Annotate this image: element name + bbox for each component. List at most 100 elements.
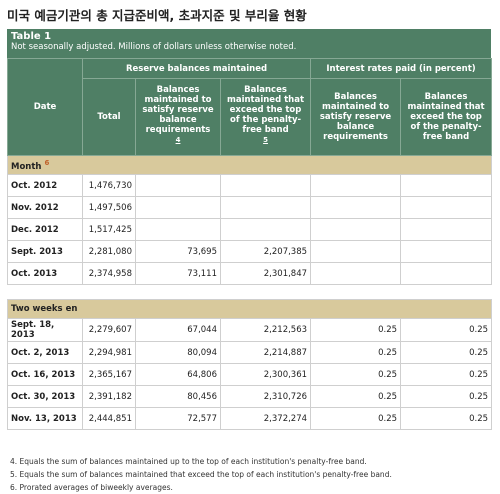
column-header: Balances maintained to satisfy reserve b…: [135, 78, 221, 156]
value-cell: 2,279,607: [82, 318, 136, 342]
data-row: Oct. 2012 1,476,730: [7, 174, 493, 197]
value-cell: [310, 218, 402, 241]
column-header: Total: [82, 78, 136, 156]
value-cell: 2,294,981: [82, 341, 136, 364]
value-cell: 2,281,080: [82, 240, 136, 263]
data-row: Oct. 2, 2013 2,294,981 80,094 2,214,887 0.25…: [7, 341, 493, 364]
group-header: Interest rates paid (in percent): [310, 58, 493, 79]
column-label: Total: [97, 112, 121, 122]
value-cell: 73,695: [135, 240, 221, 263]
value-cell: 0.25: [310, 363, 402, 386]
value-cell: 64,806: [135, 363, 221, 386]
date-cell: Oct. 2, 2013: [7, 341, 83, 364]
spacer: [7, 284, 492, 300]
date-cell: Oct. 2013: [7, 262, 83, 285]
table-name: Table 1: [11, 31, 52, 42]
section-name: Two weeks en: [11, 304, 78, 314]
value-cell: 2,372,274: [219, 407, 312, 430]
table-note: Not seasonally adjusted. Millions of dol…: [11, 42, 297, 52]
footnote-ref: 5: [263, 136, 268, 145]
table-caption: Table 1 Not seasonally adjusted. Million…: [7, 29, 491, 59]
date-cell: Nov. 13, 2013: [7, 407, 83, 430]
date-cell: Sept. 18, 2013: [7, 318, 83, 342]
footnote: 4. Equals the sum of balances maintained…: [10, 457, 367, 466]
footnote-ref: 4: [175, 136, 181, 145]
value-cell: [400, 174, 493, 197]
column-header: Balances maintained that exceed the top …: [219, 78, 312, 156]
value-cell: 2,300,361: [219, 363, 312, 386]
value-cell: 2,214,887: [219, 341, 312, 364]
footnote: 5. Equals the sum of balances maintained…: [10, 470, 392, 479]
value-cell: [310, 174, 402, 197]
date-cell: Oct. 2012: [7, 174, 83, 197]
group-header: Reserve balances maintained: [81, 58, 312, 79]
value-cell: 0.25: [310, 318, 402, 342]
value-cell: 2,365,167: [82, 363, 136, 386]
value-cell: [135, 174, 221, 197]
reserve-table: Date Reserve balances maintained Interes…: [6, 58, 493, 430]
value-cell: [400, 240, 493, 263]
value-cell: 1,476,730: [82, 174, 136, 197]
spacer-row: [7, 284, 492, 300]
value-cell: 2,301,847: [219, 262, 312, 285]
value-cell: 1,517,425: [82, 218, 136, 241]
value-cell: 0.25: [400, 318, 493, 342]
value-cell: 0.25: [400, 407, 493, 430]
value-cell: 2,374,958: [82, 262, 136, 285]
value-cell: 1,497,506: [82, 196, 136, 219]
date-cell: Oct. 16, 2013: [7, 363, 83, 386]
value-cell: [400, 262, 493, 285]
value-cell: 0.25: [310, 385, 402, 408]
value-cell: 0.25: [400, 341, 493, 364]
value-cell: 72,577: [135, 407, 221, 430]
value-cell: [310, 240, 402, 263]
section-name: Month: [11, 161, 42, 172]
column-label: Balances maintained that exceed the top …: [226, 85, 305, 136]
value-cell: [310, 196, 402, 219]
value-cell: [135, 218, 221, 241]
data-row: Nov. 13, 2013 2,444,851 72,577 2,372,274 0.2…: [7, 407, 493, 430]
column-header: Balances maintained to satisfy reserve b…: [310, 78, 402, 156]
section-label: Month 6: [6, 155, 493, 175]
value-cell: [219, 218, 312, 241]
data-row: Dec. 2012 1,517,425: [7, 218, 493, 241]
value-cell: [219, 174, 312, 197]
value-cell: [219, 196, 312, 219]
value-cell: 2,444,851: [82, 407, 136, 430]
column-label: Balances maintained to satisfy reserve b…: [319, 92, 392, 142]
section-row: Two weeks en: [6, 299, 493, 319]
column-header: Balances maintained that exceed the top …: [400, 78, 493, 156]
date-cell: Sept. 2013: [7, 240, 83, 263]
column-label: Balances maintained to satisfy reserve b…: [142, 85, 214, 136]
date-cell: Dec. 2012: [7, 218, 83, 241]
data-row: Sept. 2013 2,281,080 73,695 2,207,385: [7, 240, 493, 263]
column-label: Balances maintained that exceed the top …: [407, 92, 485, 142]
section-label: Two weeks en: [6, 299, 493, 319]
date-cell: Nov. 2012: [7, 196, 83, 219]
data-row: Sept. 18, 2013 2,279,607 67,044 2,212,563 0.…: [7, 318, 493, 342]
data-row: Oct. 2013 2,374,958 73,111 2,301,847: [7, 262, 493, 285]
value-cell: 2,391,182: [82, 385, 136, 408]
value-cell: 0.25: [400, 363, 493, 386]
value-cell: 80,456: [135, 385, 221, 408]
date-cell: Oct. 30, 2013: [7, 385, 83, 408]
section-row: Month 6: [6, 155, 493, 175]
footnote-ref: 6: [44, 158, 50, 167]
footnote: 6. Prorated averages of biweekly average…: [10, 483, 173, 492]
value-cell: 0.25: [310, 407, 402, 430]
value-cell: 67,044: [135, 318, 221, 342]
value-cell: 2,207,385: [219, 240, 312, 263]
date-header: Date: [7, 58, 83, 156]
value-cell: 2,212,563: [219, 318, 312, 342]
page-title: 미국 예금기관의 총 지급준비액, 초과지준 및 부리율 현황: [7, 8, 307, 23]
value-cell: [400, 218, 493, 241]
value-cell: [135, 196, 221, 219]
value-cell: 0.25: [400, 385, 493, 408]
value-cell: 73,111: [135, 262, 221, 285]
value-cell: 0.25: [310, 341, 402, 364]
value-cell: [310, 262, 402, 285]
data-row: Oct. 30, 2013 2,391,182 80,456 2,310,726 0.2…: [7, 385, 493, 408]
value-cell: 2,310,726: [219, 385, 312, 408]
data-row: Oct. 16, 2013 2,365,167 64,806 2,300,361 0.2…: [7, 363, 493, 386]
